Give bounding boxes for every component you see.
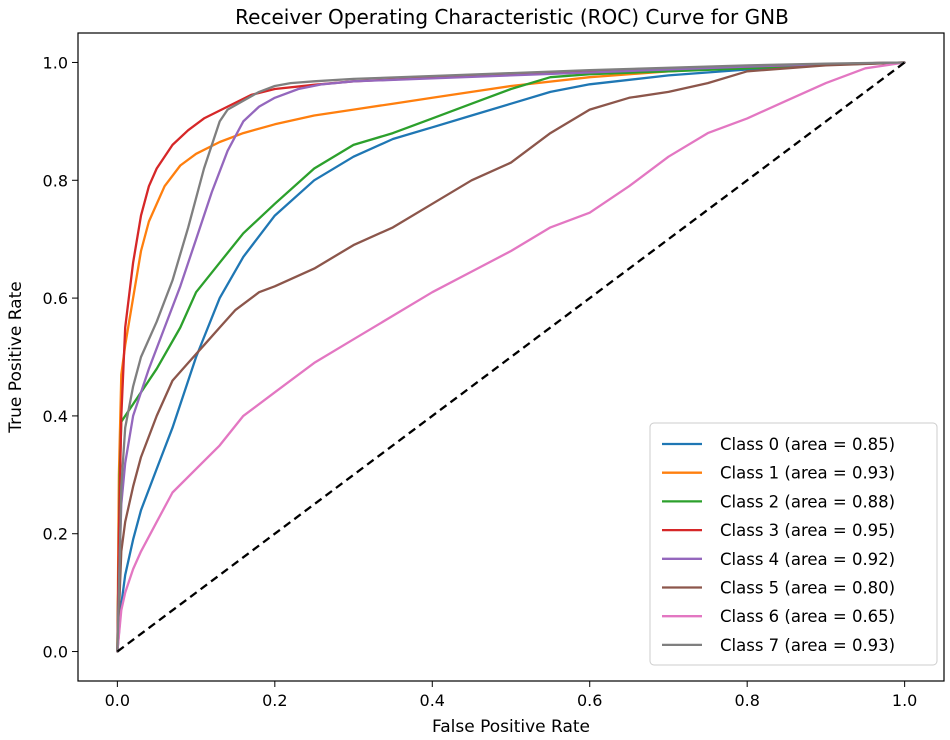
chart-title: Receiver Operating Characteristic (ROC) …: [235, 5, 789, 29]
plot-area: [77, 32, 945, 682]
y-tick-label: 0.4: [43, 407, 68, 426]
y-tick-label: 0.6: [43, 289, 68, 308]
y-axis-label: True Positive Rate: [6, 281, 26, 433]
legend-label-class-1: Class 1 (area = 0.93): [720, 464, 895, 483]
legend: Class 0 (area = 0.85) Class 1 (area = 0.9…: [649, 422, 938, 666]
roc-curve-class-6: [116, 61, 906, 653]
legend-label-class-5: Class 5 (area = 0.80): [720, 579, 895, 598]
x-tick-label: 0.6: [577, 691, 602, 710]
roc-curve-class-2: [116, 61, 906, 653]
legend-label-class-6: Class 6 (area = 0.65): [720, 607, 895, 626]
x-tick-label: 0.4: [420, 691, 445, 710]
roc-curve-class-1: [116, 61, 906, 653]
y-axis-ticks: 0.0 0.2 0.4 0.6 0.8 1.0: [43, 53, 78, 662]
x-tick-label: 0.2: [262, 691, 287, 710]
x-axis-ticks: 0.0 0.2 0.4 0.6 0.8 1.0: [105, 681, 917, 710]
roc-curve-class-4: [116, 61, 906, 653]
x-axis-label: False Positive Rate: [432, 717, 590, 737]
legend-label-class-0: Class 0 (area = 0.85): [720, 435, 895, 454]
roc-curve-class-7: [116, 61, 906, 653]
plot-frame: [77, 32, 945, 682]
curves-layer: [116, 61, 906, 653]
x-tick-label: 1.0: [892, 691, 917, 710]
legend-label-class-7: Class 7 (area = 0.93): [720, 636, 895, 655]
legend-label-class-3: Class 3 (area = 0.95): [720, 521, 895, 540]
y-tick-label: 0.0: [43, 643, 68, 662]
x-tick-label: 0.8: [734, 691, 759, 710]
chance-diagonal-line: [116, 61, 906, 653]
y-tick-label: 1.0: [43, 53, 68, 72]
legend-label-class-2: Class 2 (area = 0.88): [720, 492, 895, 511]
x-tick-label: 0.0: [105, 691, 130, 710]
y-tick-label: 0.8: [43, 171, 68, 190]
legend-box: [649, 422, 938, 666]
y-tick-label: 0.2: [43, 525, 68, 544]
legend-entries: Class 0 (area = 0.85) Class 1 (area = 0.9…: [662, 435, 895, 655]
legend-label-class-4: Class 4 (area = 0.92): [720, 550, 895, 569]
roc-curve-class-0: [116, 61, 906, 653]
roc-curve-class-5: [116, 61, 906, 653]
